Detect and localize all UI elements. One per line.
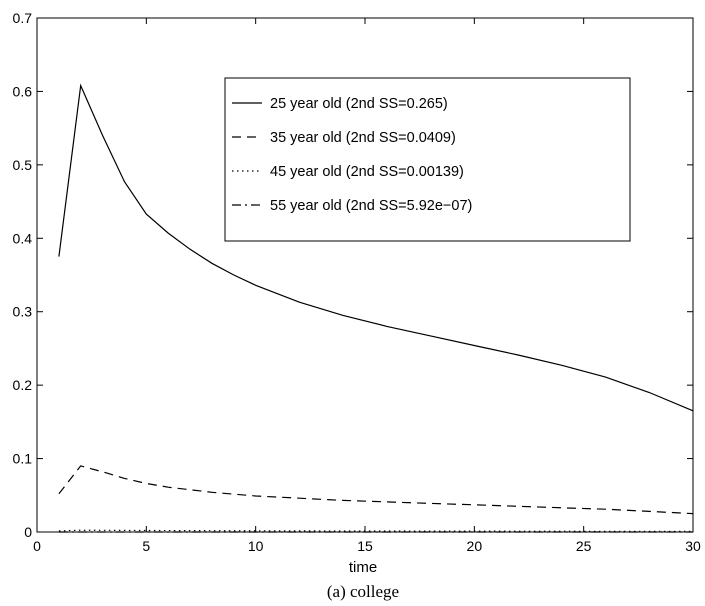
x-tick-label: 10 bbox=[248, 538, 264, 554]
x-axis-label: time bbox=[349, 559, 377, 576]
series-line-2 bbox=[58, 465, 694, 515]
series-line-3 bbox=[58, 529, 694, 533]
legend-label-3: 45 year old (2nd SS=0.00139) bbox=[270, 164, 464, 180]
y-tick-label: 0.6 bbox=[13, 83, 33, 99]
y-tick-label: 0.7 bbox=[13, 10, 33, 26]
legend-label-2: 35 year old (2nd SS=0.0409) bbox=[270, 130, 456, 146]
series-line-1 bbox=[58, 83, 694, 412]
legend: 25 year old (2nd SS=0.265) 35 year old (2… bbox=[224, 77, 631, 242]
y-tick-label: 0.1 bbox=[13, 451, 33, 467]
y-tick-label: 0.3 bbox=[13, 304, 33, 320]
legend-label-1: 25 year old (2nd SS=0.265) bbox=[270, 96, 448, 112]
legend-box bbox=[224, 77, 631, 242]
y-tick-label: 0.2 bbox=[13, 377, 33, 393]
axis-ticks: 0 5 10 15 20 25 30 0 0.1 0.2 0.3 0.4 0.5 0.6 0.7 bbox=[13, 10, 701, 554]
data-series bbox=[58, 83, 694, 533]
x-tick-label: 30 bbox=[685, 538, 701, 554]
x-tick-label: 5 bbox=[142, 538, 150, 554]
y-tick-label: 0.5 bbox=[13, 157, 33, 173]
y-tick-label: 0 bbox=[24, 524, 32, 540]
x-tick-label: 20 bbox=[467, 538, 483, 554]
figure-caption: (a) college bbox=[327, 582, 399, 601]
y-tick-label: 0.4 bbox=[13, 230, 33, 246]
x-tick-label: 25 bbox=[576, 538, 592, 554]
legend-label-4: 55 year old (2nd SS=5.92e−07) bbox=[270, 198, 472, 214]
x-tick-label: 0 bbox=[33, 538, 41, 554]
x-tick-label: 15 bbox=[357, 538, 373, 554]
